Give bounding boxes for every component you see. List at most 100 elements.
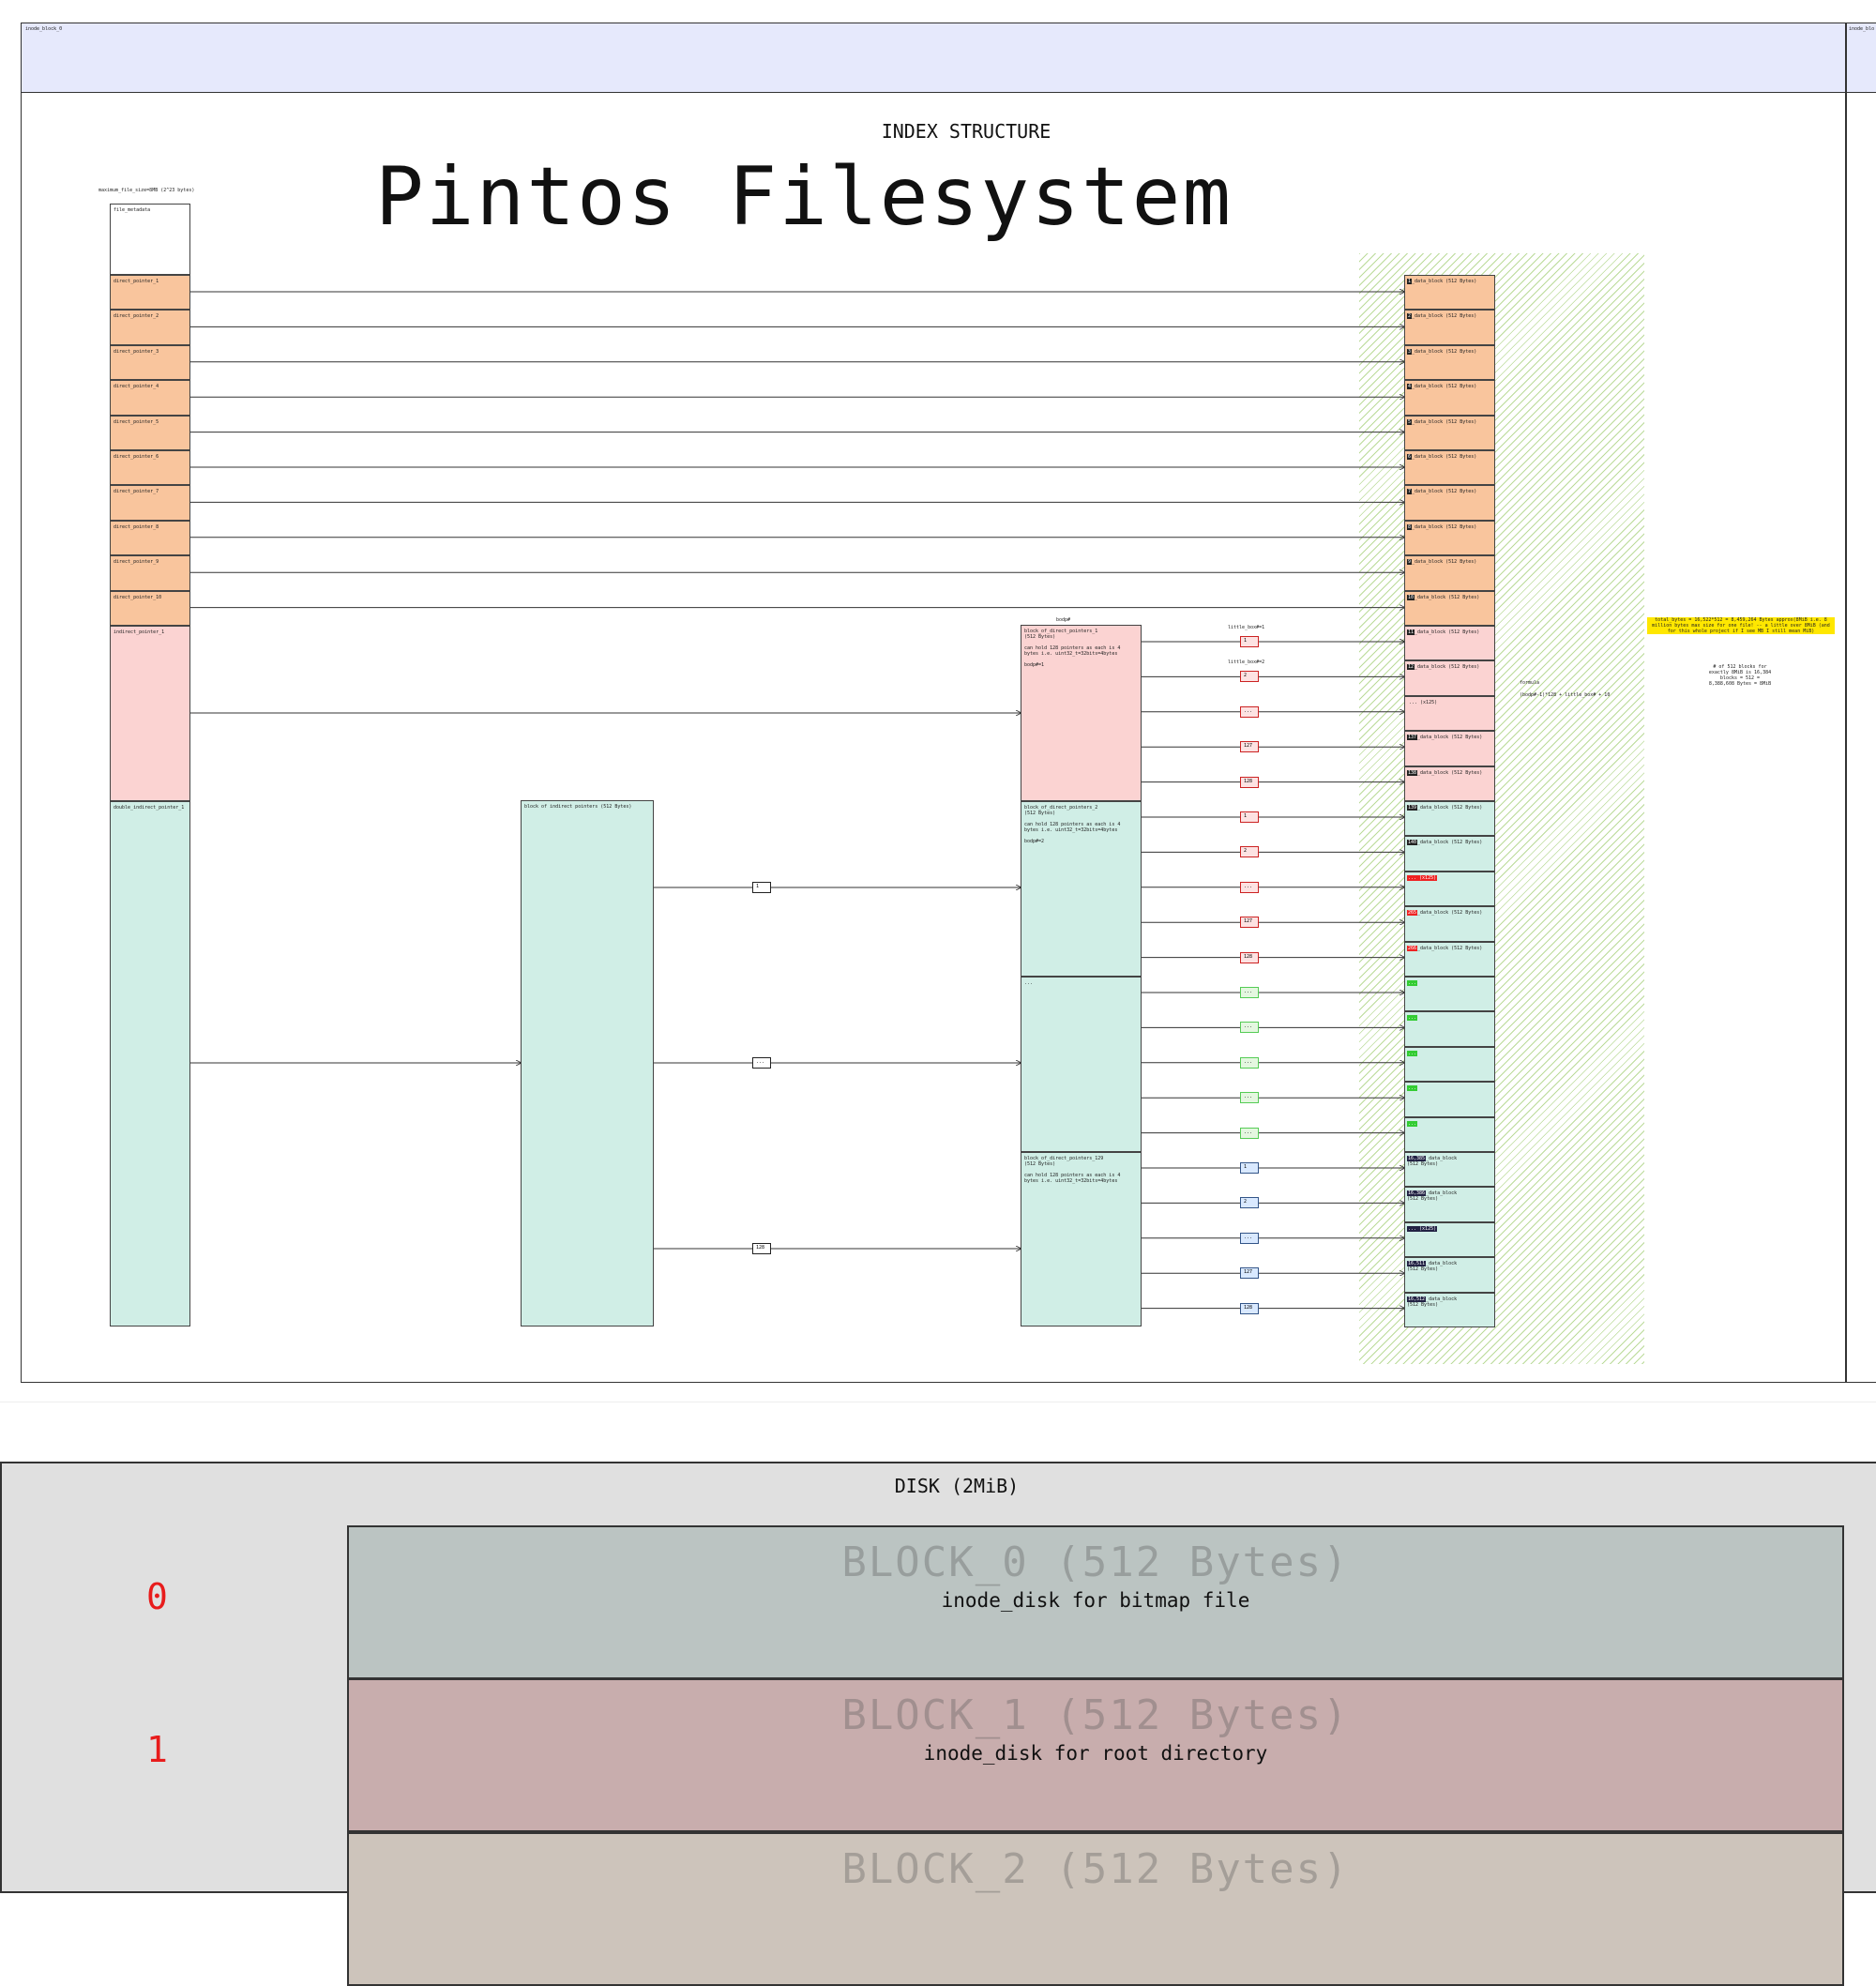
data-block-number: 2 — [1407, 313, 1413, 320]
data-block-text: 1_data_block (512 Bytes) — [1405, 276, 1494, 287]
data-block-number: 266 — [1407, 945, 1418, 951]
data-block-label: _data_block (512 Bytes) — [1407, 1261, 1458, 1273]
data-block-cell: 16,511_data_block (512 Bytes) — [1404, 1257, 1495, 1293]
disk-block-name: BLOCK_2 (512 Bytes) — [841, 1845, 1350, 1893]
data-block-text: 139_data_block (512 Bytes) — [1405, 802, 1494, 813]
data-block-cell: 10_data_block (512 Bytes) — [1404, 590, 1495, 626]
direct-pointer-block-129: block_of_direct_pointers_129 (512 Bytes)… — [1021, 1152, 1142, 1327]
data-block-number: 9 — [1407, 559, 1413, 566]
data-block-text: 2_data_block (512 Bytes) — [1405, 311, 1494, 322]
data-block-label: _data_block (512 Bytes) — [1415, 629, 1480, 635]
block-count-note: # of 512 blocks for exactly 8MiB is 16,3… — [1708, 664, 1772, 687]
direct-pointer-label: direct_pointer_8 — [113, 523, 159, 530]
data-block-number: ... — [1407, 1120, 1418, 1127]
data-block-number: ... — [1407, 1085, 1418, 1092]
data-block-label: _data_block (512 Bytes) — [1417, 769, 1483, 776]
formula-label: formula — [1520, 680, 1540, 686]
indirect-node: ... — [752, 1057, 771, 1069]
little-box-node: 1 — [1240, 636, 1259, 647]
data-block-number: 16,512 — [1407, 1296, 1427, 1302]
data-block-text: ... (x125) — [1405, 697, 1494, 708]
data-block-text: 16,386_data_block (512 Bytes) — [1405, 1188, 1494, 1205]
direct-pointer-block-1: block_of_direct_pointers_1 (512 Bytes) c… — [1021, 625, 1142, 801]
little-box-node: 1 — [1240, 1162, 1259, 1174]
direct-pointer-block-1-label: block_of_direct_pointers_1 (512 Bytes) c… — [1024, 629, 1121, 668]
data-block-cell: 138_data_block (512 Bytes) — [1404, 766, 1495, 801]
disk-block-name: BLOCK_0 (512 Bytes) — [841, 1539, 1350, 1586]
direct-pointer-cell: direct_pointer_5 — [110, 415, 190, 450]
data-block-text: 10_data_block (512 Bytes) — [1405, 592, 1494, 603]
data-block-number: ... (x125) — [1407, 874, 1438, 881]
data-block-label: _data_block (512 Bytes) — [1412, 489, 1477, 495]
data-block-cell: 16,512_data_block (512 Bytes) — [1404, 1292, 1495, 1327]
data-block-number: 1 — [1407, 279, 1413, 284]
disk-block-name: BLOCK_1 (512 Bytes) — [841, 1691, 1350, 1739]
disk-block-index: 1 — [146, 1729, 168, 1770]
data-block-number: 16,386 — [1407, 1190, 1427, 1197]
data-block-text: ... — [1405, 1083, 1494, 1094]
frame-header-label: inode_block_0 — [25, 26, 63, 32]
formula-text: (bodp#-1)*128 + little_box# + 10 — [1520, 692, 1611, 698]
direct-pointer-block-2: block_of_direct_pointers_2 (512 Bytes) c… — [1021, 801, 1142, 977]
disk-block: BLOCK_0 (512 Bytes) inode_disk for bitmap… — [347, 1525, 1844, 1679]
direct-pointer-cell: direct_pointer_10 — [110, 590, 190, 626]
little-box-node: 127 — [1240, 741, 1259, 753]
data-block-label: _data_block (512 Bytes) — [1417, 840, 1483, 846]
indirect-pointer-block: block of indirect pointers (512 Bytes) — [521, 800, 654, 1327]
data-block-label: _data_block (512 Bytes) — [1407, 1156, 1458, 1167]
direct-pointer-label: direct_pointer_7 — [113, 489, 159, 495]
data-block-label: _data_block (512 Bytes) — [1417, 805, 1483, 811]
data-block-cell: 11_data_block (512 Bytes) — [1404, 626, 1495, 661]
little-box-node: ... — [1240, 987, 1259, 998]
data-block-cell: 265_data_block (512 Bytes) — [1404, 906, 1495, 942]
file-metadata-label: file_metadata — [113, 207, 151, 213]
file-metadata-cell: file_metadata — [110, 204, 190, 275]
direct-pointer-cell: direct_pointer_6 — [110, 450, 190, 486]
direct-pointer-block-2-label: block_of_direct_pointers_2 (512 Bytes) c… — [1024, 805, 1121, 844]
direct-pointer-label: direct_pointer_3 — [113, 348, 159, 355]
data-block-cell: 140_data_block (512 Bytes) — [1404, 836, 1495, 872]
indirect-pointer-block-label: block of indirect pointers (512 Bytes) — [524, 804, 632, 810]
direct-pointer-label: direct_pointer_10 — [113, 594, 162, 600]
total-bytes-note: total_bytes = 16,522*512 = 8,459,264 Byt… — [1647, 617, 1835, 634]
bodp-header: bodp# — [1056, 617, 1071, 623]
direct-pointer-label: direct_pointer_4 — [113, 384, 159, 390]
data-block-cell: ... (x125) — [1404, 695, 1495, 732]
data-block-cell: 2_data_block (512 Bytes) — [1404, 310, 1495, 345]
data-block-text: 7_data_block (512 Bytes) — [1405, 486, 1494, 497]
data-block-number: 11 — [1407, 629, 1415, 635]
little-box-node: 127 — [1240, 917, 1259, 929]
data-block-number: 140 — [1407, 840, 1418, 846]
little-box-node: 1 — [1240, 811, 1259, 823]
direct-pointer-cell: direct_pointer_3 — [110, 344, 190, 381]
double-indirect-pointer-cell: double_indirect_pointer_1 — [110, 801, 190, 1327]
data-block-cell: 7_data_block (512 Bytes) — [1404, 485, 1495, 521]
little-box-node: ... — [1240, 1232, 1259, 1244]
side-frame-header: inode_blo — [1846, 23, 1876, 93]
data-block-label: _data_block (512 Bytes) — [1412, 279, 1477, 284]
data-block-cell: ... — [1404, 1082, 1495, 1117]
direct-pointer-cell: direct_pointer_4 — [110, 380, 190, 416]
data-block-number: ... — [1407, 1050, 1418, 1056]
direct-pointer-block-mid: ... — [1021, 977, 1142, 1152]
data-block-cell: 137_data_block (512 Bytes) — [1404, 731, 1495, 766]
frame-header: inode_block_0 — [21, 23, 1846, 93]
data-block-text: 138_data_block (512 Bytes) — [1405, 767, 1494, 779]
data-block-text: 11_data_block (512 Bytes) — [1405, 627, 1494, 638]
data-block-number: 137 — [1407, 735, 1418, 741]
data-block-number: ... — [1407, 1015, 1418, 1022]
data-block-label: _data_block (512 Bytes) — [1415, 664, 1480, 671]
direct-pointer-cell: direct_pointer_7 — [110, 485, 190, 521]
direct-pointer-cell: direct_pointer_2 — [110, 310, 190, 345]
data-block-cell: 139_data_block (512 Bytes) — [1404, 801, 1495, 837]
data-block-number: 5 — [1407, 418, 1413, 425]
data-block-label: _data_block (512 Bytes) — [1412, 523, 1477, 530]
data-block-text: 5_data_block (512 Bytes) — [1405, 417, 1494, 428]
disk-block-index: 0 — [146, 1576, 168, 1617]
little-box-node: 2 — [1240, 846, 1259, 858]
data-block-text: ... (x125) — [1405, 1223, 1494, 1235]
direct-pointer-label: direct_pointer_2 — [113, 313, 159, 320]
data-block-cell: 16,386_data_block (512 Bytes) — [1404, 1187, 1495, 1222]
direct-pointer-label: direct_pointer_9 — [113, 559, 159, 566]
data-block-cell: ... (x125) — [1404, 1221, 1495, 1258]
